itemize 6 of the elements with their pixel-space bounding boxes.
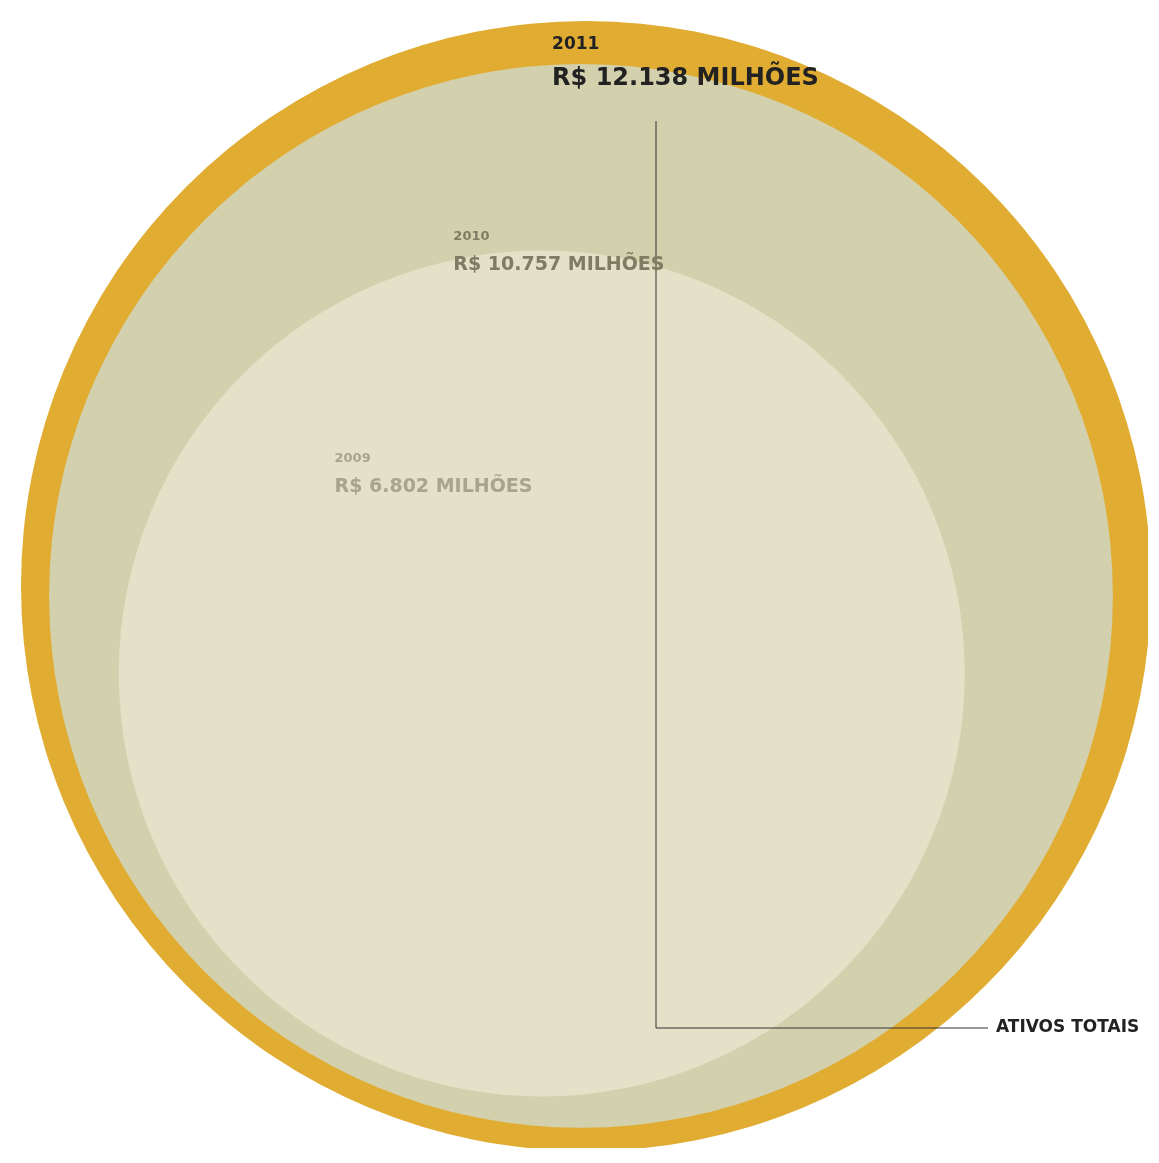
data-label: R$ 12.138 MILHÕES bbox=[552, 61, 819, 92]
category-label: 2009 bbox=[334, 450, 371, 466]
category-label: 2010 bbox=[453, 227, 490, 243]
data-label: R$ 6.802 MILHÕES bbox=[334, 473, 533, 497]
text: ATIVOS TOTAIS bbox=[996, 1016, 1140, 1037]
category-label: 2011 bbox=[552, 33, 600, 54]
